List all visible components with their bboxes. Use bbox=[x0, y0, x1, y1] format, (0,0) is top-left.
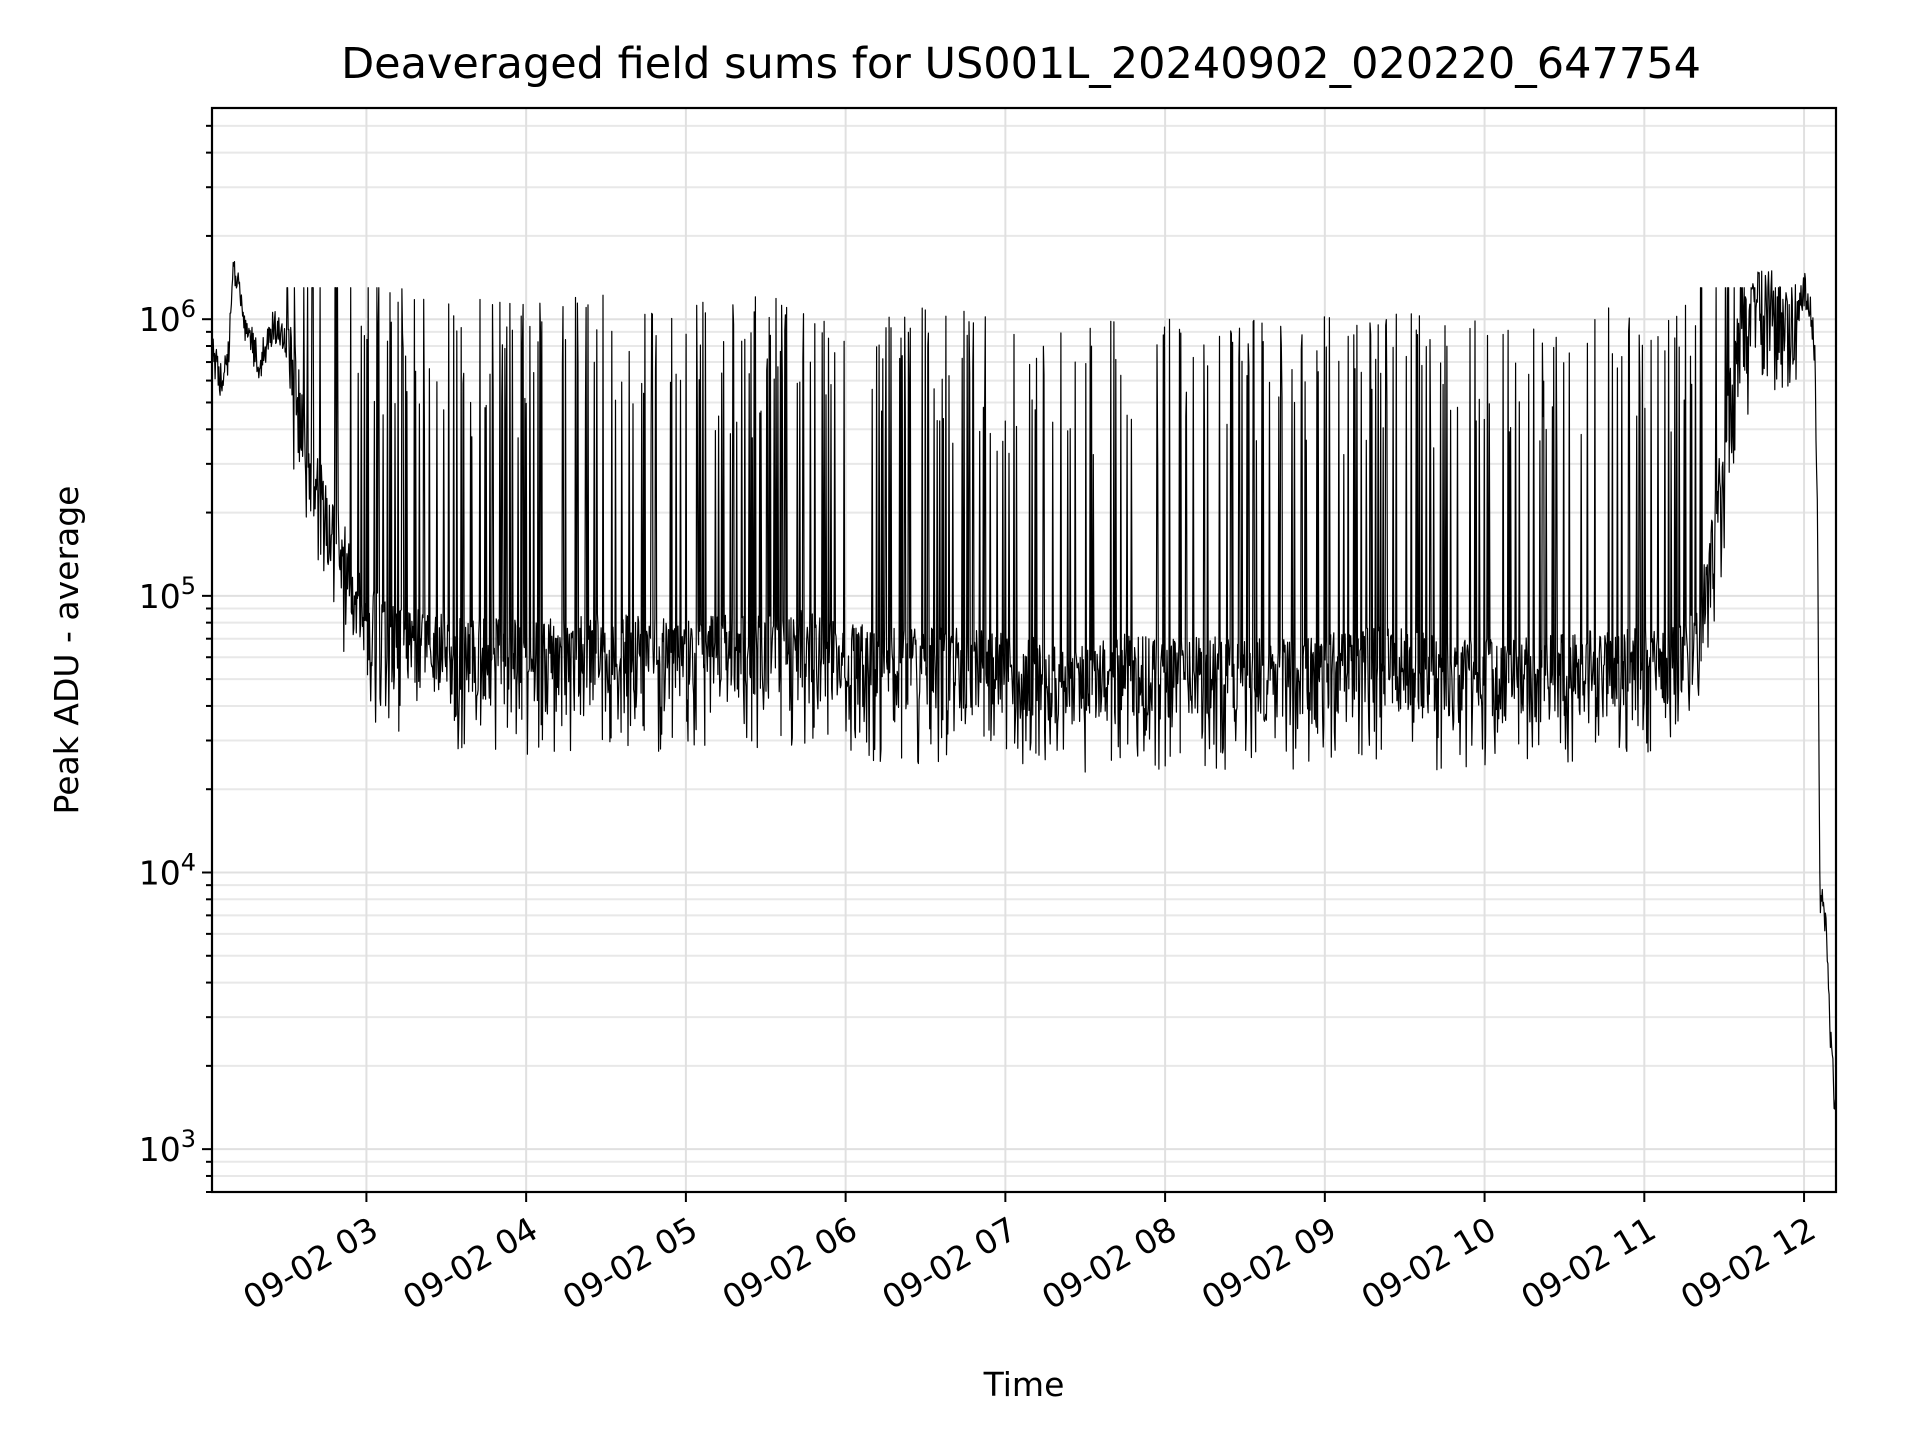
x-tick-label: 09-02 04 bbox=[396, 1209, 544, 1317]
x-tick-label: 09-02 07 bbox=[875, 1209, 1023, 1317]
series-layer bbox=[211, 261, 1837, 1125]
plot-frame bbox=[210, 106, 1838, 1194]
x-tick-label: 09-02 05 bbox=[556, 1209, 704, 1317]
x-axis-label: Time bbox=[983, 1365, 1065, 1404]
x-tick-label: 09-02 10 bbox=[1355, 1209, 1503, 1317]
grid bbox=[212, 108, 1836, 1193]
y-tick-label: 104 bbox=[139, 848, 196, 892]
x-tick-label: 09-02 09 bbox=[1195, 1209, 1343, 1317]
series-line bbox=[211, 261, 1837, 1125]
x-tick-label: 09-02 03 bbox=[236, 1209, 384, 1317]
y-tick-label: 103 bbox=[139, 1125, 196, 1169]
y-tick-label: 105 bbox=[139, 572, 196, 616]
x-tick-label: 09-02 08 bbox=[1035, 1209, 1183, 1317]
y-axis-label: Peak ADU - average bbox=[47, 486, 86, 815]
x-tick-label: 09-02 06 bbox=[716, 1209, 864, 1317]
x-tick-label: 09-02 12 bbox=[1674, 1209, 1822, 1317]
chart-title: Deaveraged field sums for US001L_2024090… bbox=[341, 39, 1701, 89]
y-tick-label: 106 bbox=[139, 295, 196, 339]
x-tick-label: 09-02 11 bbox=[1514, 1209, 1662, 1317]
